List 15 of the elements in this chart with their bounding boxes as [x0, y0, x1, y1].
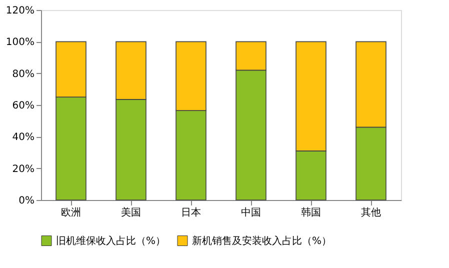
y-tick-label: 0%: [18, 196, 34, 206]
x-tick-label: 中国: [241, 206, 261, 218]
y-tick-label: 20%: [12, 164, 34, 175]
x-tick-label: 欧洲: [61, 206, 81, 218]
x-tick-label: 其他: [361, 206, 381, 218]
x-tick-label: 美国: [121, 206, 141, 218]
legend-label: 旧机维保收入占比（%）: [56, 234, 166, 247]
y-tick-label: 40%: [12, 132, 34, 144]
y-tick-label: 120%: [6, 6, 34, 16]
legend-label: 新机销售及安装收入占比（%）: [192, 234, 332, 247]
y-tick-label: 100%: [6, 37, 34, 48]
x-tick-label: 日本: [181, 206, 201, 218]
y-tick-label: 80%: [12, 68, 34, 80]
x-tick-label: 韩国: [301, 206, 321, 218]
y-tick-label: 60%: [12, 100, 34, 112]
